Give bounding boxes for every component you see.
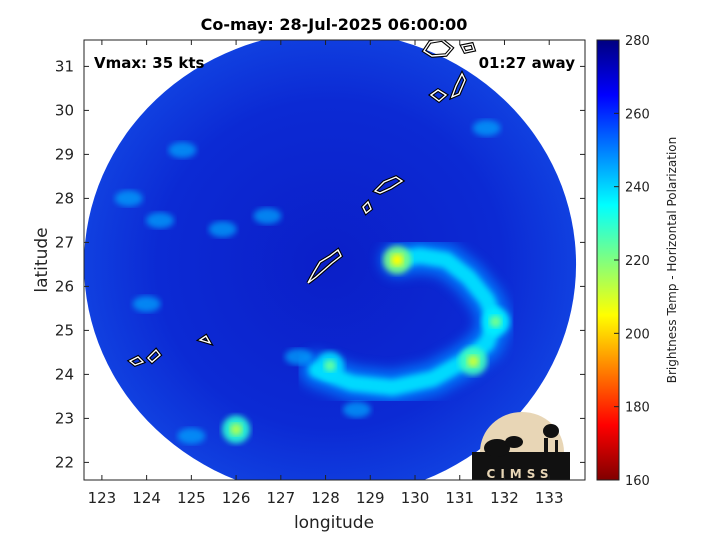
colorbar-tick-label: 260: [625, 107, 650, 122]
cimss-logo: CIMSS: [472, 412, 570, 481]
cloud-features: [114, 120, 513, 444]
y-tick-label: 27: [55, 233, 74, 251]
cloud-streak: [177, 428, 206, 444]
x-tick-label: 132: [490, 489, 519, 507]
y-tick-label: 23: [55, 409, 74, 427]
colorbar-tick-label: 220: [625, 254, 650, 269]
cold-cloud-5: [324, 359, 337, 372]
y-tick-label: 30: [55, 101, 74, 119]
time-offset-annotation: 01:27 away: [479, 54, 576, 72]
cloud-streak: [342, 401, 371, 418]
colorbar-tick-label: 160: [625, 474, 650, 489]
x-axis-label: longitude: [294, 513, 374, 533]
cold-cloud-4: [489, 315, 502, 328]
x-tick-label: 123: [88, 489, 117, 507]
colorbar-tick-label: 200: [625, 327, 650, 342]
x-tick-label: 133: [535, 489, 564, 507]
x-tick-label: 126: [222, 489, 251, 507]
cloud-streak: [132, 296, 161, 312]
vmax-annotation: Vmax: 35 kts: [94, 54, 204, 72]
x-tick-label: 127: [267, 489, 296, 507]
cloud-streak: [253, 208, 282, 224]
cloud-streak: [284, 348, 313, 365]
colorbar-tick-label: 280: [625, 34, 650, 49]
cloud-streak: [208, 221, 237, 238]
y-tick-label: 22: [55, 453, 74, 471]
x-tick-label: 131: [445, 489, 474, 507]
cold-cloud-1: [391, 254, 404, 266]
y-tick-label: 24: [55, 365, 74, 383]
x-tick-label: 130: [401, 489, 430, 507]
cloud-streak: [114, 190, 143, 207]
y-tick-label: 25: [55, 321, 74, 339]
cimss-logo-text: CIMSS: [487, 467, 554, 481]
colorbar-ticks: 160 180 200 220 240 260 280: [614, 34, 650, 489]
y-tick-label: 26: [55, 277, 74, 295]
cold-cloud-3: [230, 423, 243, 436]
y-axis: 22 23 24 25 26 27 28 29 30 31: [55, 57, 585, 471]
colorbar-tick-label: 240: [625, 181, 650, 196]
cloud-streak: [146, 212, 175, 229]
x-tick-label: 129: [356, 489, 385, 507]
y-tick-label: 28: [55, 189, 74, 207]
y-tick-label: 29: [55, 145, 74, 163]
y-tick-label: 31: [55, 57, 74, 75]
colorbar-tick-label: 180: [625, 401, 650, 416]
y-axis-label: latitude: [32, 227, 52, 292]
x-axis: 123 124 125 126 127 128 129 130 131 132 133: [88, 40, 564, 507]
coastlines: [126, 40, 477, 368]
x-tick-label: 128: [311, 489, 340, 507]
x-tick-label: 125: [177, 489, 206, 507]
x-tick-label: 124: [132, 489, 161, 507]
plot-frame: [83, 39, 586, 481]
colorbar-label: Brightness Temp - Horizontal Polarizatio…: [665, 137, 679, 384]
cold-cloud-2: [467, 355, 480, 368]
cloud-streak: [472, 120, 501, 136]
cloud-streak: [168, 142, 197, 158]
chart-title: Co-may: 28-Jul-2025 06:00:00: [201, 15, 468, 34]
